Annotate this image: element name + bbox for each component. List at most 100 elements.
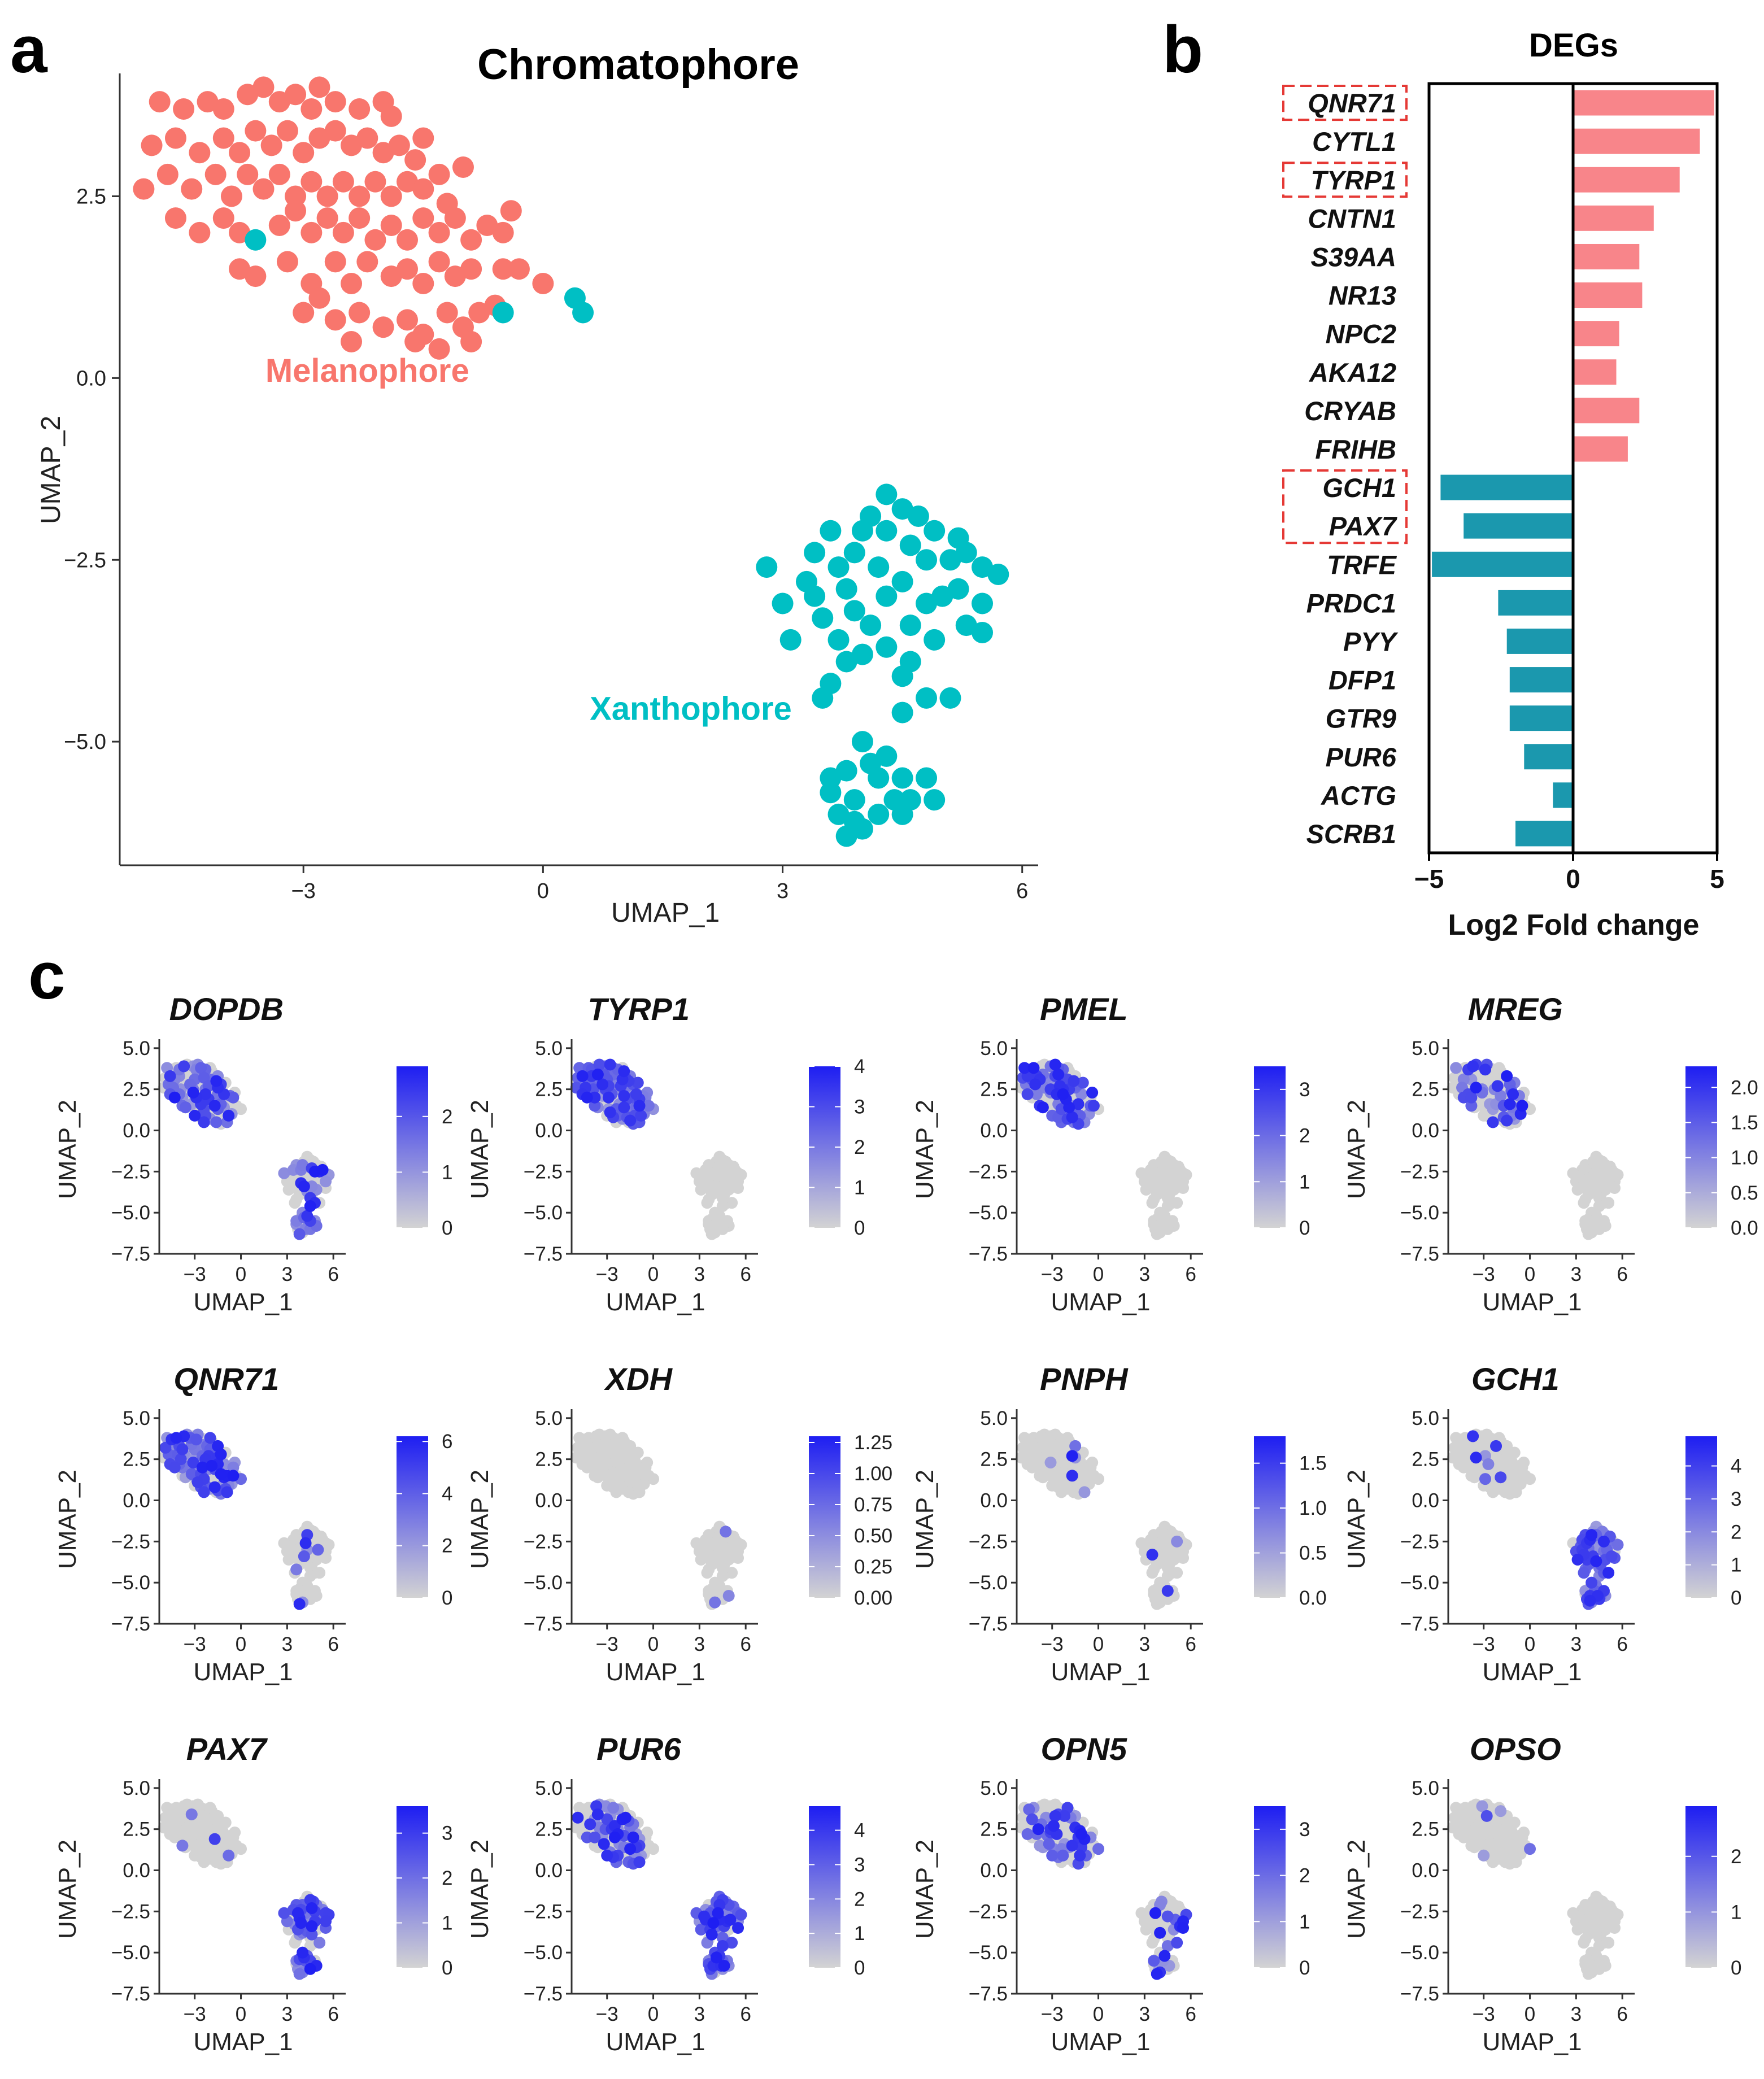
feature-plot-title: OPSO [1470,1731,1561,1767]
xanthophore-point [924,629,946,651]
feature-xlabel: UMAP_1 [1051,1658,1150,1686]
cell-point [1066,1840,1078,1852]
feature-ytick-label: 5.0 [535,1038,563,1060]
melanophore-point [356,127,378,149]
deg-gene-label: TRFE [1327,550,1397,579]
melanophore-point [293,302,315,324]
colorbar [397,1436,428,1598]
melanophore-point [460,229,482,251]
melanophore-point [229,142,251,164]
deg-gene-label: NR13 [1329,281,1396,311]
melanophore-point [245,120,267,142]
feature-plot-title: PNPH [1040,1361,1129,1397]
cell-point [204,1432,216,1444]
panel-a-xtick-label: 0 [537,879,549,903]
deg-bar-npc2 [1573,321,1619,347]
feature-ytick-label: −2.5 [1400,1901,1439,1923]
colorbar [809,1806,840,1968]
colorbar-tick-label: 1.0 [1731,1147,1758,1169]
cell-point [1148,1955,1160,1967]
melanophore-point [300,98,323,120]
feature-xtick-label: 0 [648,2003,659,2025]
feature-xtick-label: −3 [1473,1633,1495,1655]
cell-point [718,1959,730,1972]
feature-ylabel: UMAP_2 [54,1100,81,1199]
xanthophore-point [924,520,946,542]
feature-xtick-label: 0 [1525,2003,1535,2025]
feature-ytick-label: 2.5 [123,1819,150,1841]
cell-point [1161,1940,1174,1952]
cell-point [641,1456,654,1468]
xanthophore-point [891,803,913,825]
colorbar [1254,1066,1286,1228]
colorbar-tick-label: 3 [1731,1488,1741,1510]
melanophore-point [428,163,450,185]
deg-gene-label: ACTG [1321,781,1396,810]
feature-ytick-label: 2.5 [980,1819,1008,1841]
cell-point [1501,1070,1513,1082]
cell-point [298,1550,310,1563]
feature-ytick-label: −7.5 [524,1613,563,1635]
melanophore-point [397,258,419,280]
feature-xtick-label: −3 [1041,2003,1064,2025]
deg-bar-scrb1 [1515,821,1573,847]
panel-a-xtick-label: 3 [777,879,789,903]
cell-point [598,1838,610,1850]
feature-ytick-label: 0.0 [535,1489,563,1511]
cell-point [1487,1116,1499,1128]
feature-xtick-label: 6 [740,2003,751,2025]
cell-point [1086,1456,1099,1468]
cell-point [1467,1060,1479,1073]
feature-ytick-label: 2.5 [1412,1449,1439,1471]
cell-point [591,1808,604,1820]
colorbar [809,1436,840,1598]
colorbar-tick-label: 0.0 [1299,1587,1327,1609]
melanophore-point [380,265,402,287]
feature-plot-dopdb: DOPDB −3 0 3 6 5.0 2.5 0.0 −2.5 −5.0 −7.5 UMAP_1 UMA… [54,991,452,1316]
cell-point [176,1840,189,1852]
melanophore-point [341,134,363,156]
feature-ytick-label: 5.0 [980,1407,1008,1429]
cell-point [695,1183,707,1196]
melanophore-point [260,134,282,156]
cell-point [1149,1907,1161,1919]
cell-point [581,1091,593,1104]
deg-gene-label: NPC2 [1326,319,1396,349]
melanophore-point [380,215,402,236]
feature-ytick-label: 2.5 [123,1079,150,1101]
feature-ytick-label: 2.5 [1412,1819,1439,1841]
cell-point [219,1816,232,1829]
melanophore-point [388,134,410,156]
feature-plot-title: GCH1 [1471,1361,1560,1397]
xanthophore-point [827,629,850,651]
cell-point [198,1116,210,1128]
melanophore-point [204,163,227,185]
cell-point [1495,1805,1507,1818]
cell-point [164,1070,176,1082]
cell-point [1036,1101,1049,1114]
feature-plot-pax7: PAX7 −3 0 3 6 5.0 2.5 0.0 −2.5 −5.0 −7.5 UMAP_1 UMAP… [54,1731,452,2056]
xanthophore-point [876,745,898,767]
cell-point [293,1598,306,1610]
cell-point [1171,1535,1183,1548]
feature-ytick-label: −7.5 [1400,1983,1439,2005]
feature-ytick-label: 0.0 [980,1119,1008,1141]
cell-point [1491,1080,1504,1092]
feature-xtick-label: 6 [1617,2003,1627,2025]
cell-point [1495,1089,1507,1102]
feature-plot-xdh: XDH −3 0 3 6 5.0 2.5 0.0 −2.5 −5.0 −7.5 UMAP_1 UMAP_… [466,1361,892,1686]
feature-xlabel: UMAP_1 [1051,2028,1150,2056]
cell-point [297,1946,309,1959]
melanophore-point [372,316,394,338]
melanophore-point [285,200,307,222]
cell-point [1593,1940,1605,1952]
cell-point [732,1182,744,1194]
melanophore-point [316,185,338,207]
cell-point [631,1446,644,1459]
feature-xlabel: UMAP_1 [606,2028,705,2056]
feature-ytick-label: 0.0 [123,1119,150,1141]
xanthophore-point [851,818,873,840]
xanthophore-point [916,767,938,789]
melanophore-point [444,207,466,229]
colorbar-tick-label: 4 [854,1056,865,1078]
